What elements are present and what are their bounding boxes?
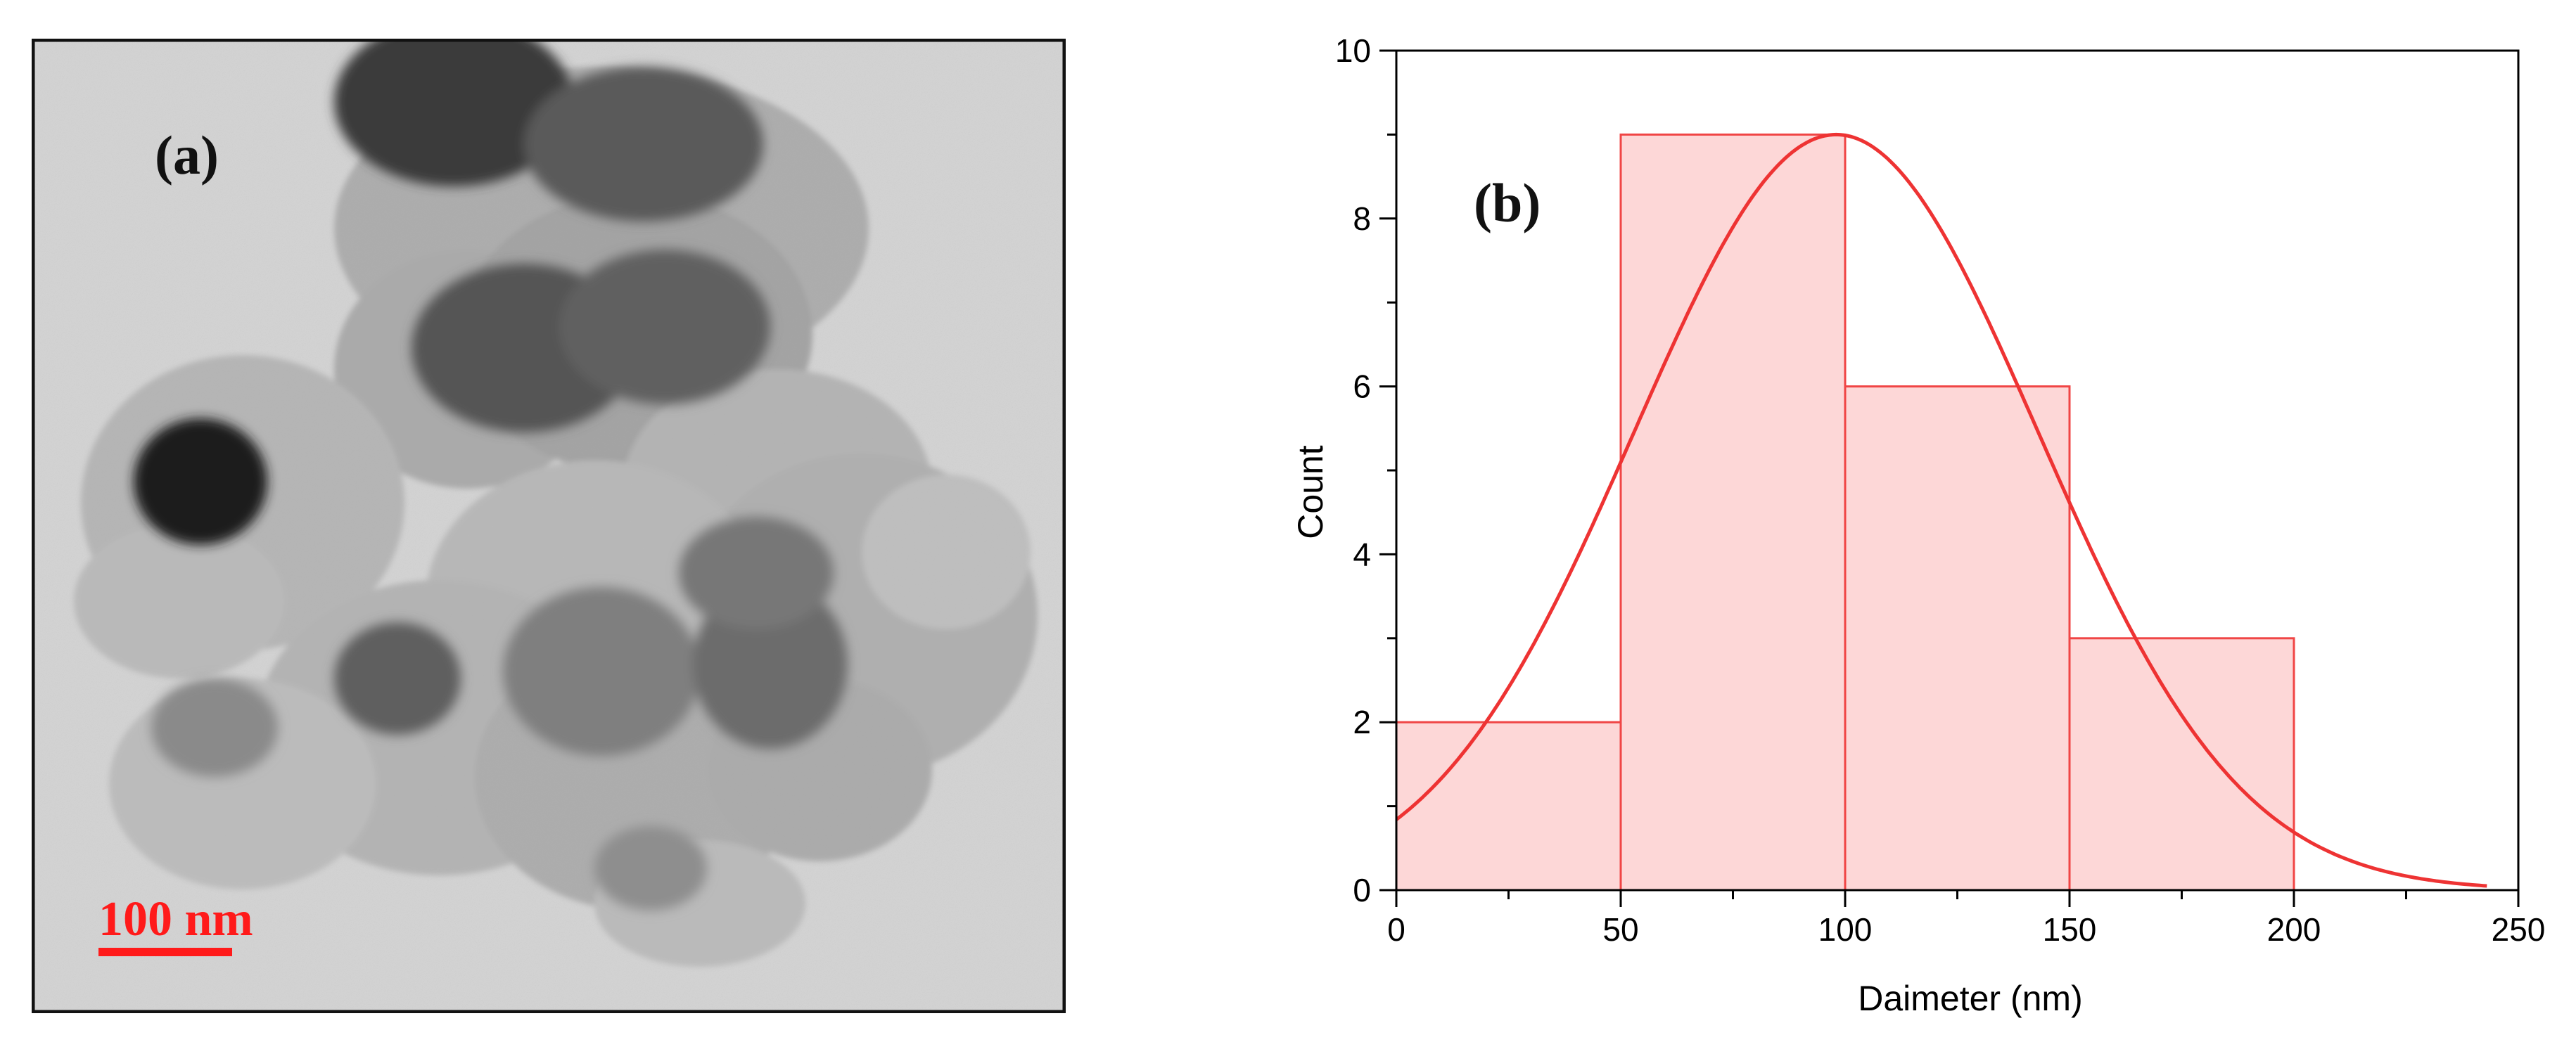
tem-micrograph: (a) 100 nm: [31, 18, 1066, 1014]
tem-frame: [31, 38, 1066, 1014]
y-tick-label: 6: [1353, 368, 1371, 405]
y-tick-label: 4: [1353, 536, 1371, 572]
x-axis-label: Daimeter (nm): [1858, 979, 2082, 1018]
scale-bar: 100 nm: [98, 892, 253, 956]
y-tick-label: 0: [1353, 872, 1371, 908]
x-tick-label: 250: [2492, 911, 2546, 948]
scale-bar-label: 100 nm: [98, 892, 253, 946]
particle-cores: [134, 18, 848, 911]
panel-a-label: (a): [155, 124, 219, 186]
histogram-bar: [1619, 133, 1847, 892]
gaussian-fit-line: [1395, 132, 2487, 888]
y-tick-label: 8: [1353, 200, 1371, 237]
histogram-bar: [2068, 637, 2295, 892]
y-axis-label: Count: [1291, 445, 1330, 539]
histogram-chart: 0 50 100 150 200 250 0 2 4 6 8 10 (b) Daimeter (nm)…: [1291, 32, 2546, 1018]
x-tick-label: 150: [2043, 911, 2097, 948]
scale-bar-line: [98, 948, 232, 956]
x-tick-label: 0: [1387, 911, 1405, 948]
plot-area: 0 50 100 150 200 250 0 2 4 6 8 10: [1335, 32, 2546, 948]
panel-b-label: (b): [1474, 172, 1541, 233]
x-tick-label: 200: [2267, 911, 2321, 948]
histogram-panel: 0 50 100 150 200 250 0 2 4 6 8 10 (b) Daimeter (nm)…: [1259, 21, 2576, 1038]
histogram-bar: [1395, 721, 1622, 892]
x-tick-label: 100: [1818, 911, 1873, 948]
y-tick-label: 10: [1335, 32, 1371, 69]
x-tick-label: 50: [1602, 911, 1638, 948]
tem-image-panel: (a) 100 nm: [31, 18, 1066, 1014]
histogram-bar: [1844, 385, 2071, 892]
y-tick-label: 2: [1353, 704, 1371, 740]
